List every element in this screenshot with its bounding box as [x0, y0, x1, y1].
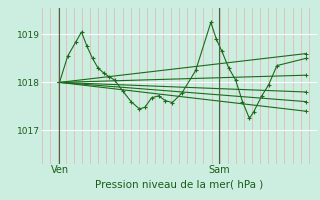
X-axis label: Pression niveau de la mer( hPa ): Pression niveau de la mer( hPa ): [95, 180, 263, 190]
